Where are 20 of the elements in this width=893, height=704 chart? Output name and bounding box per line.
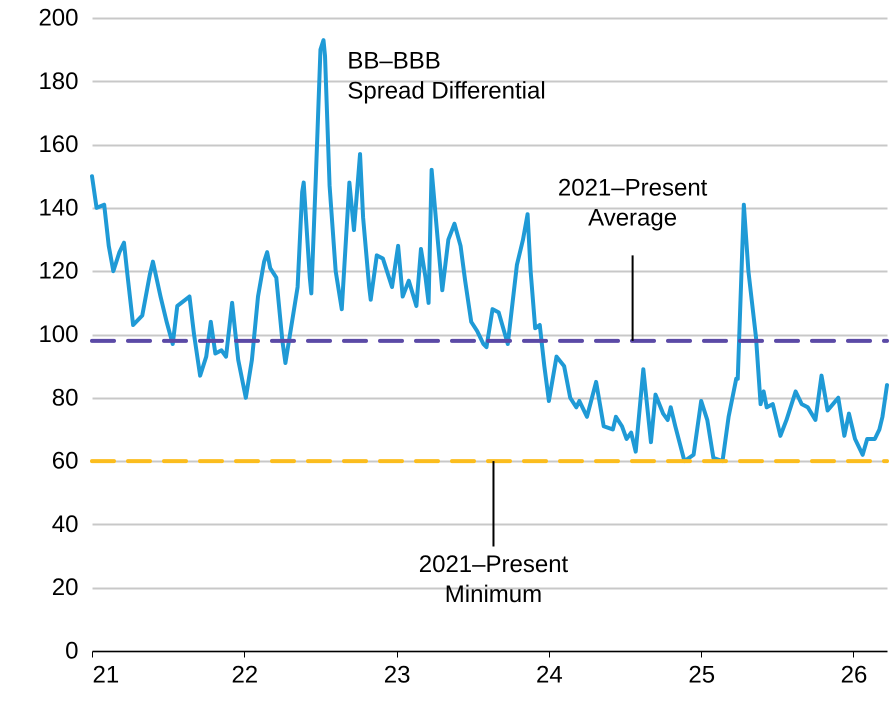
x-tick-label: 26 [840, 662, 868, 688]
y-tick-label: 100 [38, 321, 78, 348]
ref-line-label: 2021–Present Minimum [418, 550, 569, 608]
x-tick-label: 24 [536, 662, 563, 688]
y-tick-label: 20 [52, 574, 78, 602]
y-tick-label: 60 [52, 448, 78, 475]
series-label: BB–BBB Spread Differential [347, 48, 546, 105]
x-tick-label: 21 [92, 662, 120, 688]
y-tick-label: 40 [52, 510, 78, 538]
ref-line-label: 2021–Present Average [558, 174, 708, 232]
x-tick-label: 23 [384, 662, 410, 688]
y-tick-label: 0 [65, 638, 78, 664]
x-tick-label: 22 [231, 662, 258, 688]
y-tick-label: 140 [38, 194, 78, 222]
x-tick-label: 25 [688, 662, 716, 688]
y-tick-label: 180 [38, 68, 78, 95]
y-tick-label: 80 [52, 384, 78, 412]
y-tick-label: 200 [38, 4, 78, 32]
y-tick-label: 120 [38, 258, 78, 285]
y-tick-label: 160 [38, 131, 78, 158]
